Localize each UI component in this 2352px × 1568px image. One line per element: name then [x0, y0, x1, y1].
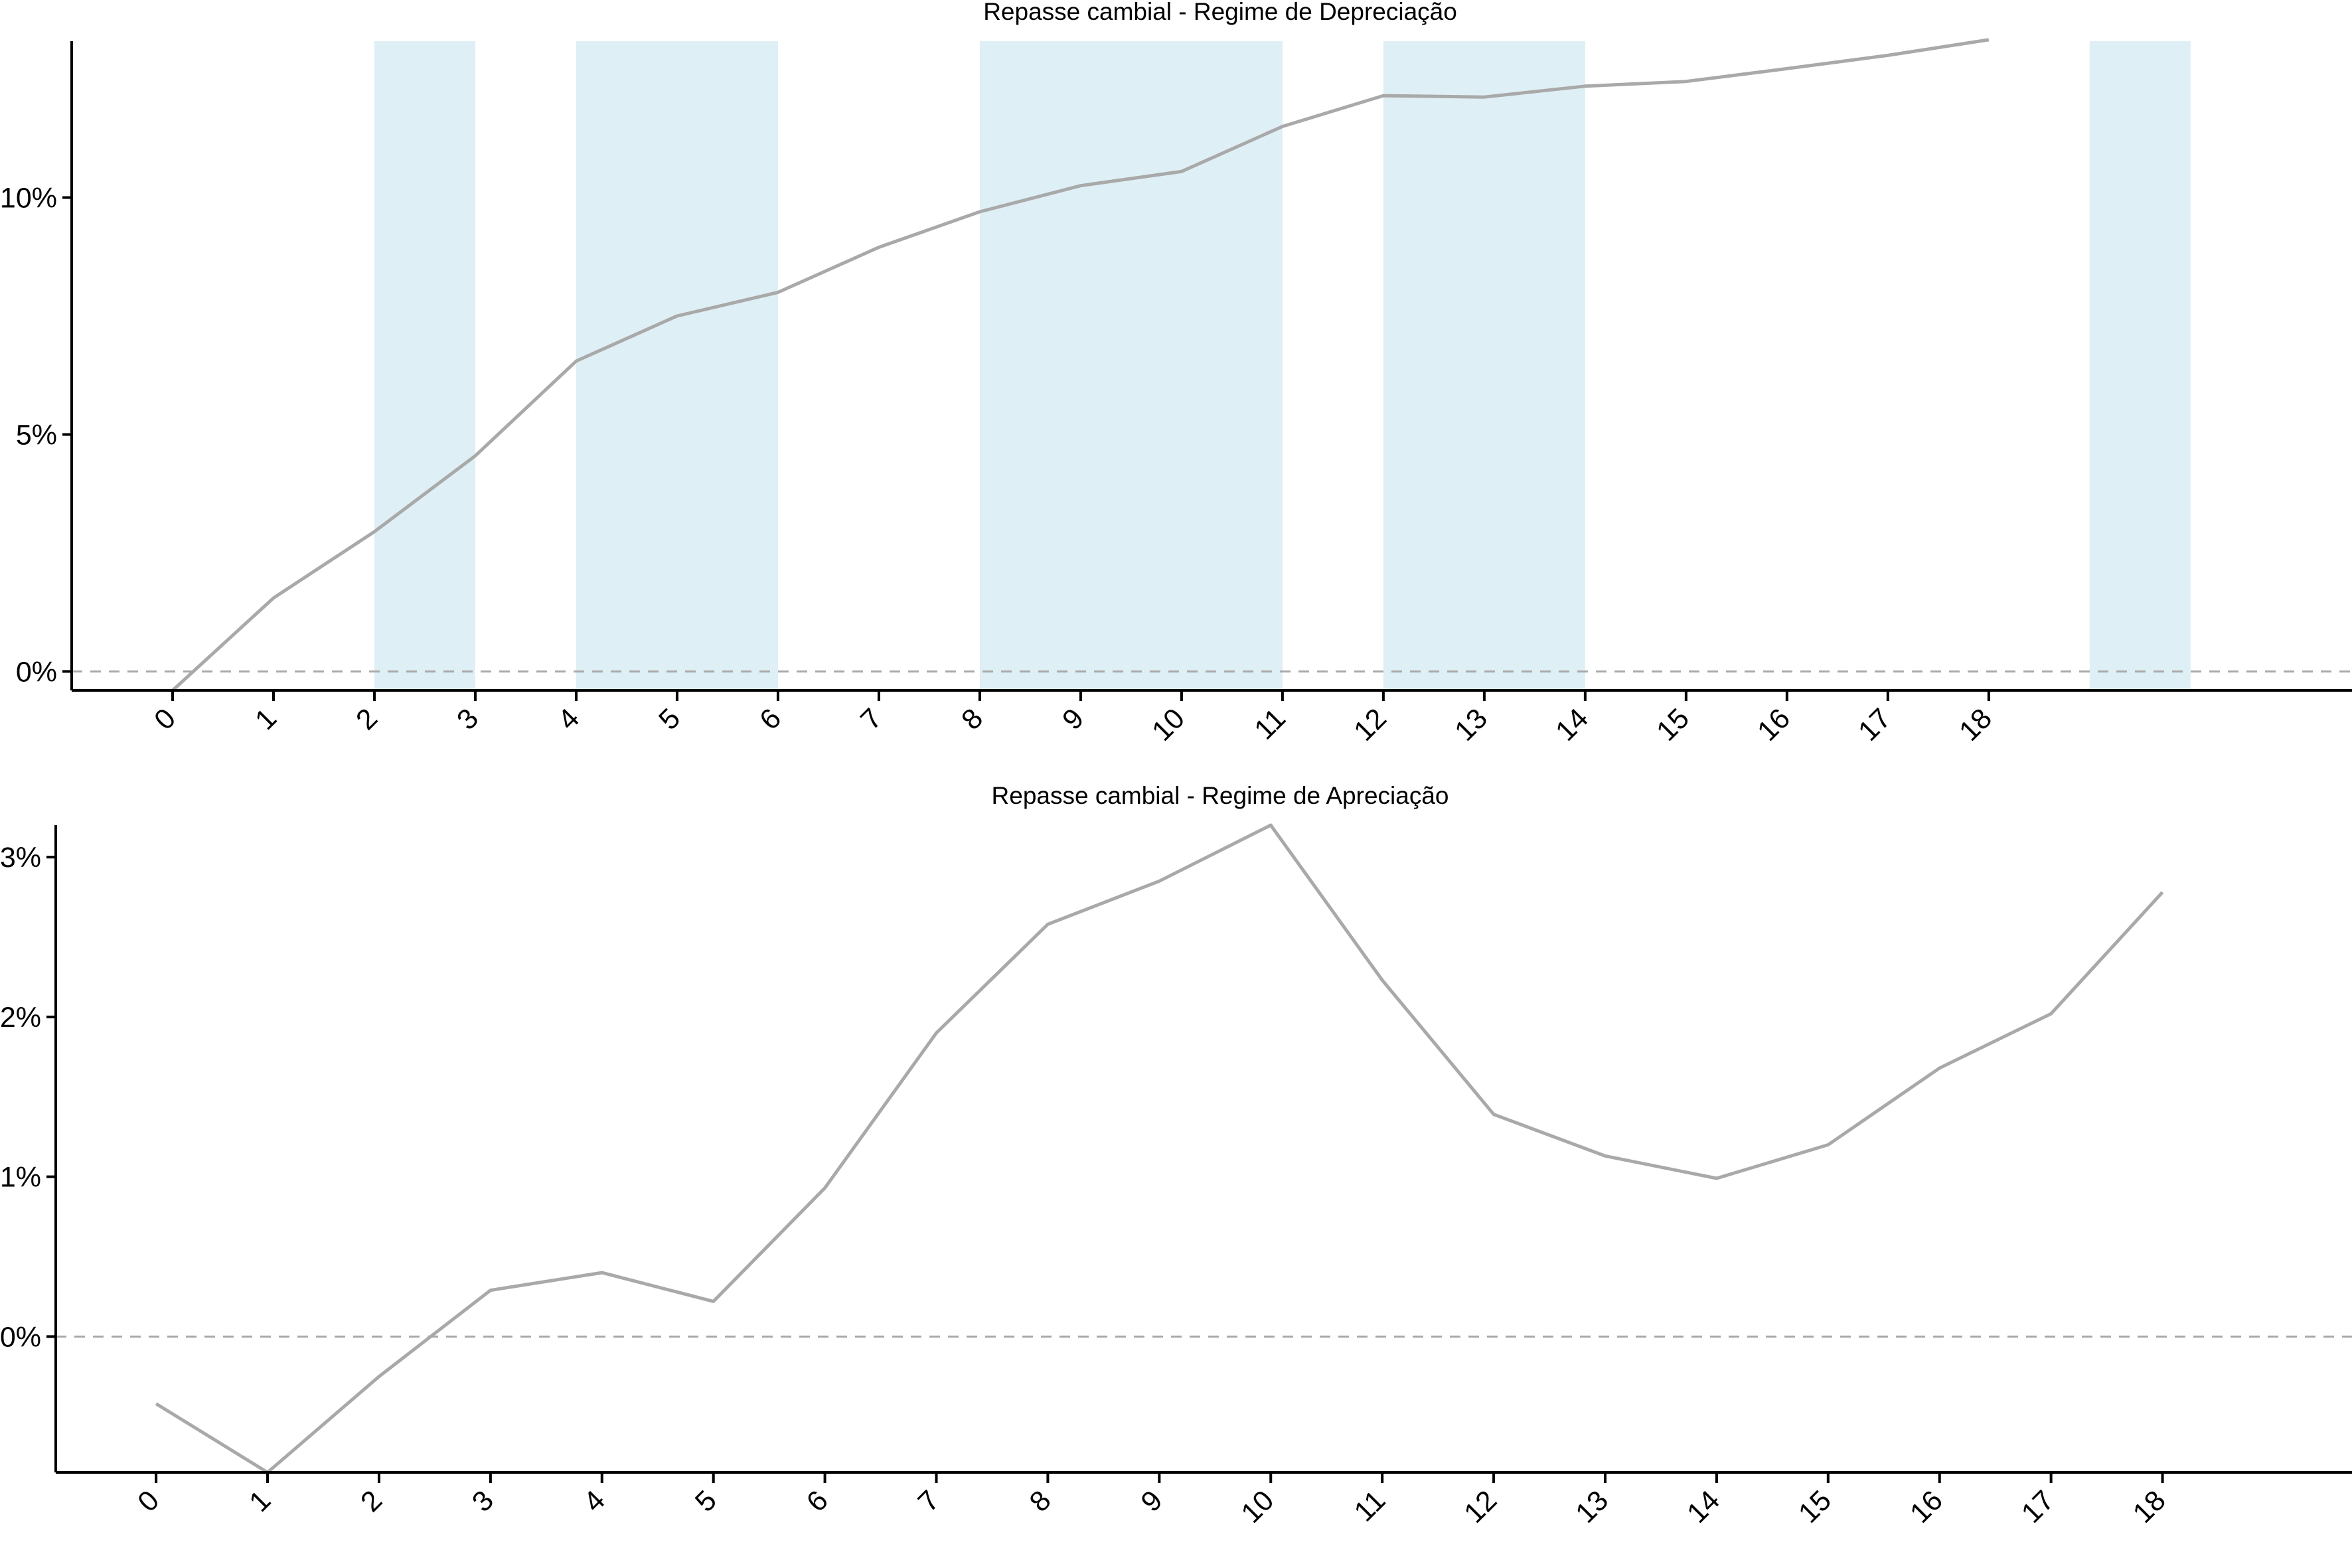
shaded-bands [374, 41, 2191, 690]
y-tick-label: 1% [0, 1162, 41, 1194]
x-tick-label: 12 [1458, 1484, 1503, 1529]
series-line [155, 823, 2164, 1474]
x-ticks: 0 1 2 3 4 5 6 7 8 9 10 11 12 13 14 15 16 17 18 [148, 690, 1998, 747]
depreciation-chart-title: Repasse cambial - Regime de Depreciação [983, 0, 1457, 25]
y-tick-label: 0% [0, 1321, 41, 1353]
x-tick-label: 11 [1348, 1484, 1392, 1528]
x-tick-label: 7 [854, 702, 888, 736]
x-tick-label: 0 [131, 1484, 165, 1518]
y-tick-label: 3% [0, 842, 41, 874]
depreciation-panel: Repasse cambial - Regime de Depreciação … [0, 0, 2352, 747]
x-tick-label: 16 [1751, 702, 1796, 747]
x-ticks: 0 1 2 3 4 5 6 7 8 9 10 11 12 13 14 15 16 17 18 [131, 1472, 2172, 1529]
y-tick-label: 10% [0, 183, 57, 214]
x-tick-label: 18 [1953, 702, 1998, 747]
shaded-band-3 [1383, 41, 1585, 690]
x-tick-label: 14 [1549, 702, 1595, 747]
shaded-band-1 [576, 41, 778, 690]
shaded-band-0 [374, 41, 475, 690]
y-tick-label: 5% [16, 420, 57, 451]
x-tick-label: 16 [1904, 1484, 1949, 1529]
x-tick-label: 2 [350, 702, 384, 736]
y-tick-label: 0% [16, 656, 57, 688]
x-tick-label: 13 [1449, 702, 1494, 747]
x-tick-label: 17 [1852, 702, 1897, 747]
y-ticks: 0% 5% 10% [0, 183, 72, 688]
shaded-band-4 [2089, 41, 2191, 690]
x-tick-label: 10 [1146, 702, 1191, 747]
x-tick-label: 4 [578, 1484, 611, 1518]
x-tick-label: 18 [2127, 1484, 2172, 1529]
x-tick-label: 1 [249, 702, 283, 736]
x-tick-label: 3 [466, 1484, 500, 1518]
series-line [171, 38, 1990, 692]
x-tick-label: 7 [912, 1484, 946, 1518]
x-tick-label: 9 [1135, 1484, 1169, 1518]
x-tick-label: 15 [1792, 1484, 1838, 1529]
x-tick-label: 13 [1569, 1484, 1614, 1529]
x-tick-label: 6 [753, 702, 787, 736]
x-tick-label: 4 [552, 702, 586, 736]
x-tick-label: 14 [1681, 1484, 1726, 1529]
y-tick-label: 2% [0, 1002, 41, 1034]
x-tick-label: 17 [2015, 1484, 2061, 1529]
x-tick-label: 12 [1348, 702, 1393, 747]
x-tick-label: 9 [1056, 702, 1090, 736]
x-tick-label: 2 [354, 1484, 388, 1518]
x-tick-label: 6 [801, 1484, 834, 1518]
x-tick-label: 8 [955, 702, 989, 736]
x-tick-label: 5 [689, 1484, 723, 1518]
x-tick-label: 0 [148, 702, 182, 736]
appreciation-chart-title: Repasse cambial - Regime de Apreciação [992, 782, 1449, 809]
x-tick-label: 3 [451, 702, 485, 736]
x-tick-label: 11 [1249, 702, 1293, 746]
x-tick-label: 5 [653, 702, 686, 736]
x-tick-label: 10 [1235, 1484, 1281, 1529]
x-tick-label: 1 [243, 1484, 277, 1518]
shaded-band-2 [979, 41, 1283, 690]
appreciation-panel: Repasse cambial - Regime de Apreciação 0… [0, 782, 2352, 1529]
x-tick-label: 8 [1024, 1484, 1058, 1518]
x-tick-label: 15 [1650, 702, 1695, 747]
y-ticks: 0% 1% 2% 3% [0, 842, 56, 1353]
